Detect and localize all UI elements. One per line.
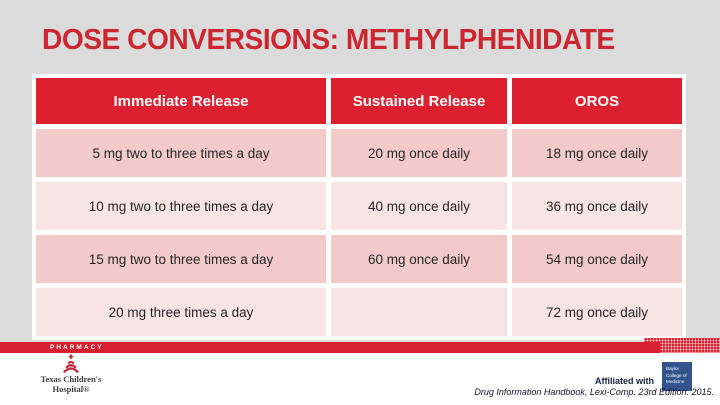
table-cell: 20 mg three times a day — [36, 288, 326, 336]
table-cell: 36 mg once daily — [512, 182, 682, 230]
tch-flame-icon — [63, 354, 79, 374]
table-cell: 40 mg once daily — [331, 182, 507, 230]
table-cell — [331, 288, 507, 336]
header-cell-sustained-release: Sustained Release — [331, 78, 507, 124]
pharmacy-label: PHARMACY — [50, 344, 104, 351]
header-cell-oros: OROS — [512, 78, 682, 124]
dose-conversion-table: Immediate Release Sustained Release OROS… — [32, 74, 686, 340]
texas-childrens-hospital-logo: Texas Children's Hospital® — [28, 354, 114, 394]
pharmacy-stripe: PHARMACY — [0, 342, 660, 353]
baylor-logo-line1: Baylor — [666, 366, 680, 371]
footer: Texas Children's Hospital® Affiliated wi… — [0, 353, 720, 405]
tch-logo-text: Texas Children's Hospital® — [28, 374, 114, 394]
baylor-logo-line3: Medicine — [666, 379, 685, 385]
header-cell-immediate-release: Immediate Release — [36, 78, 326, 124]
table-cell: 15 mg two to three times a day — [36, 235, 326, 283]
baylor-college-logo: Baylor College of Medicine — [662, 362, 692, 391]
affiliated-with-label: Affiliated with — [595, 376, 654, 386]
table-cell: 20 mg once daily — [331, 129, 507, 177]
stripe-texture — [644, 338, 720, 356]
baylor-logo-line2: College of — [666, 372, 687, 378]
table-cell: 72 mg once daily — [512, 288, 682, 336]
tch-logo-line2: Hospital® — [52, 383, 90, 394]
table-cell: 10 mg two to three times a day — [36, 182, 326, 230]
table-cell: 60 mg once daily — [331, 235, 507, 283]
table-cell: 5 mg two to three times a day — [36, 129, 326, 177]
table-cell: 18 mg once daily — [512, 129, 682, 177]
source-citation: Drug Information Handbook, Lexi-Comp. 23… — [474, 387, 714, 397]
tch-logo-line1: Texas Children's — [40, 374, 102, 384]
page-title: DOSE CONVERSIONS: METHYLPHENIDATE — [42, 24, 615, 56]
table-cell: 54 mg once daily — [512, 235, 682, 283]
